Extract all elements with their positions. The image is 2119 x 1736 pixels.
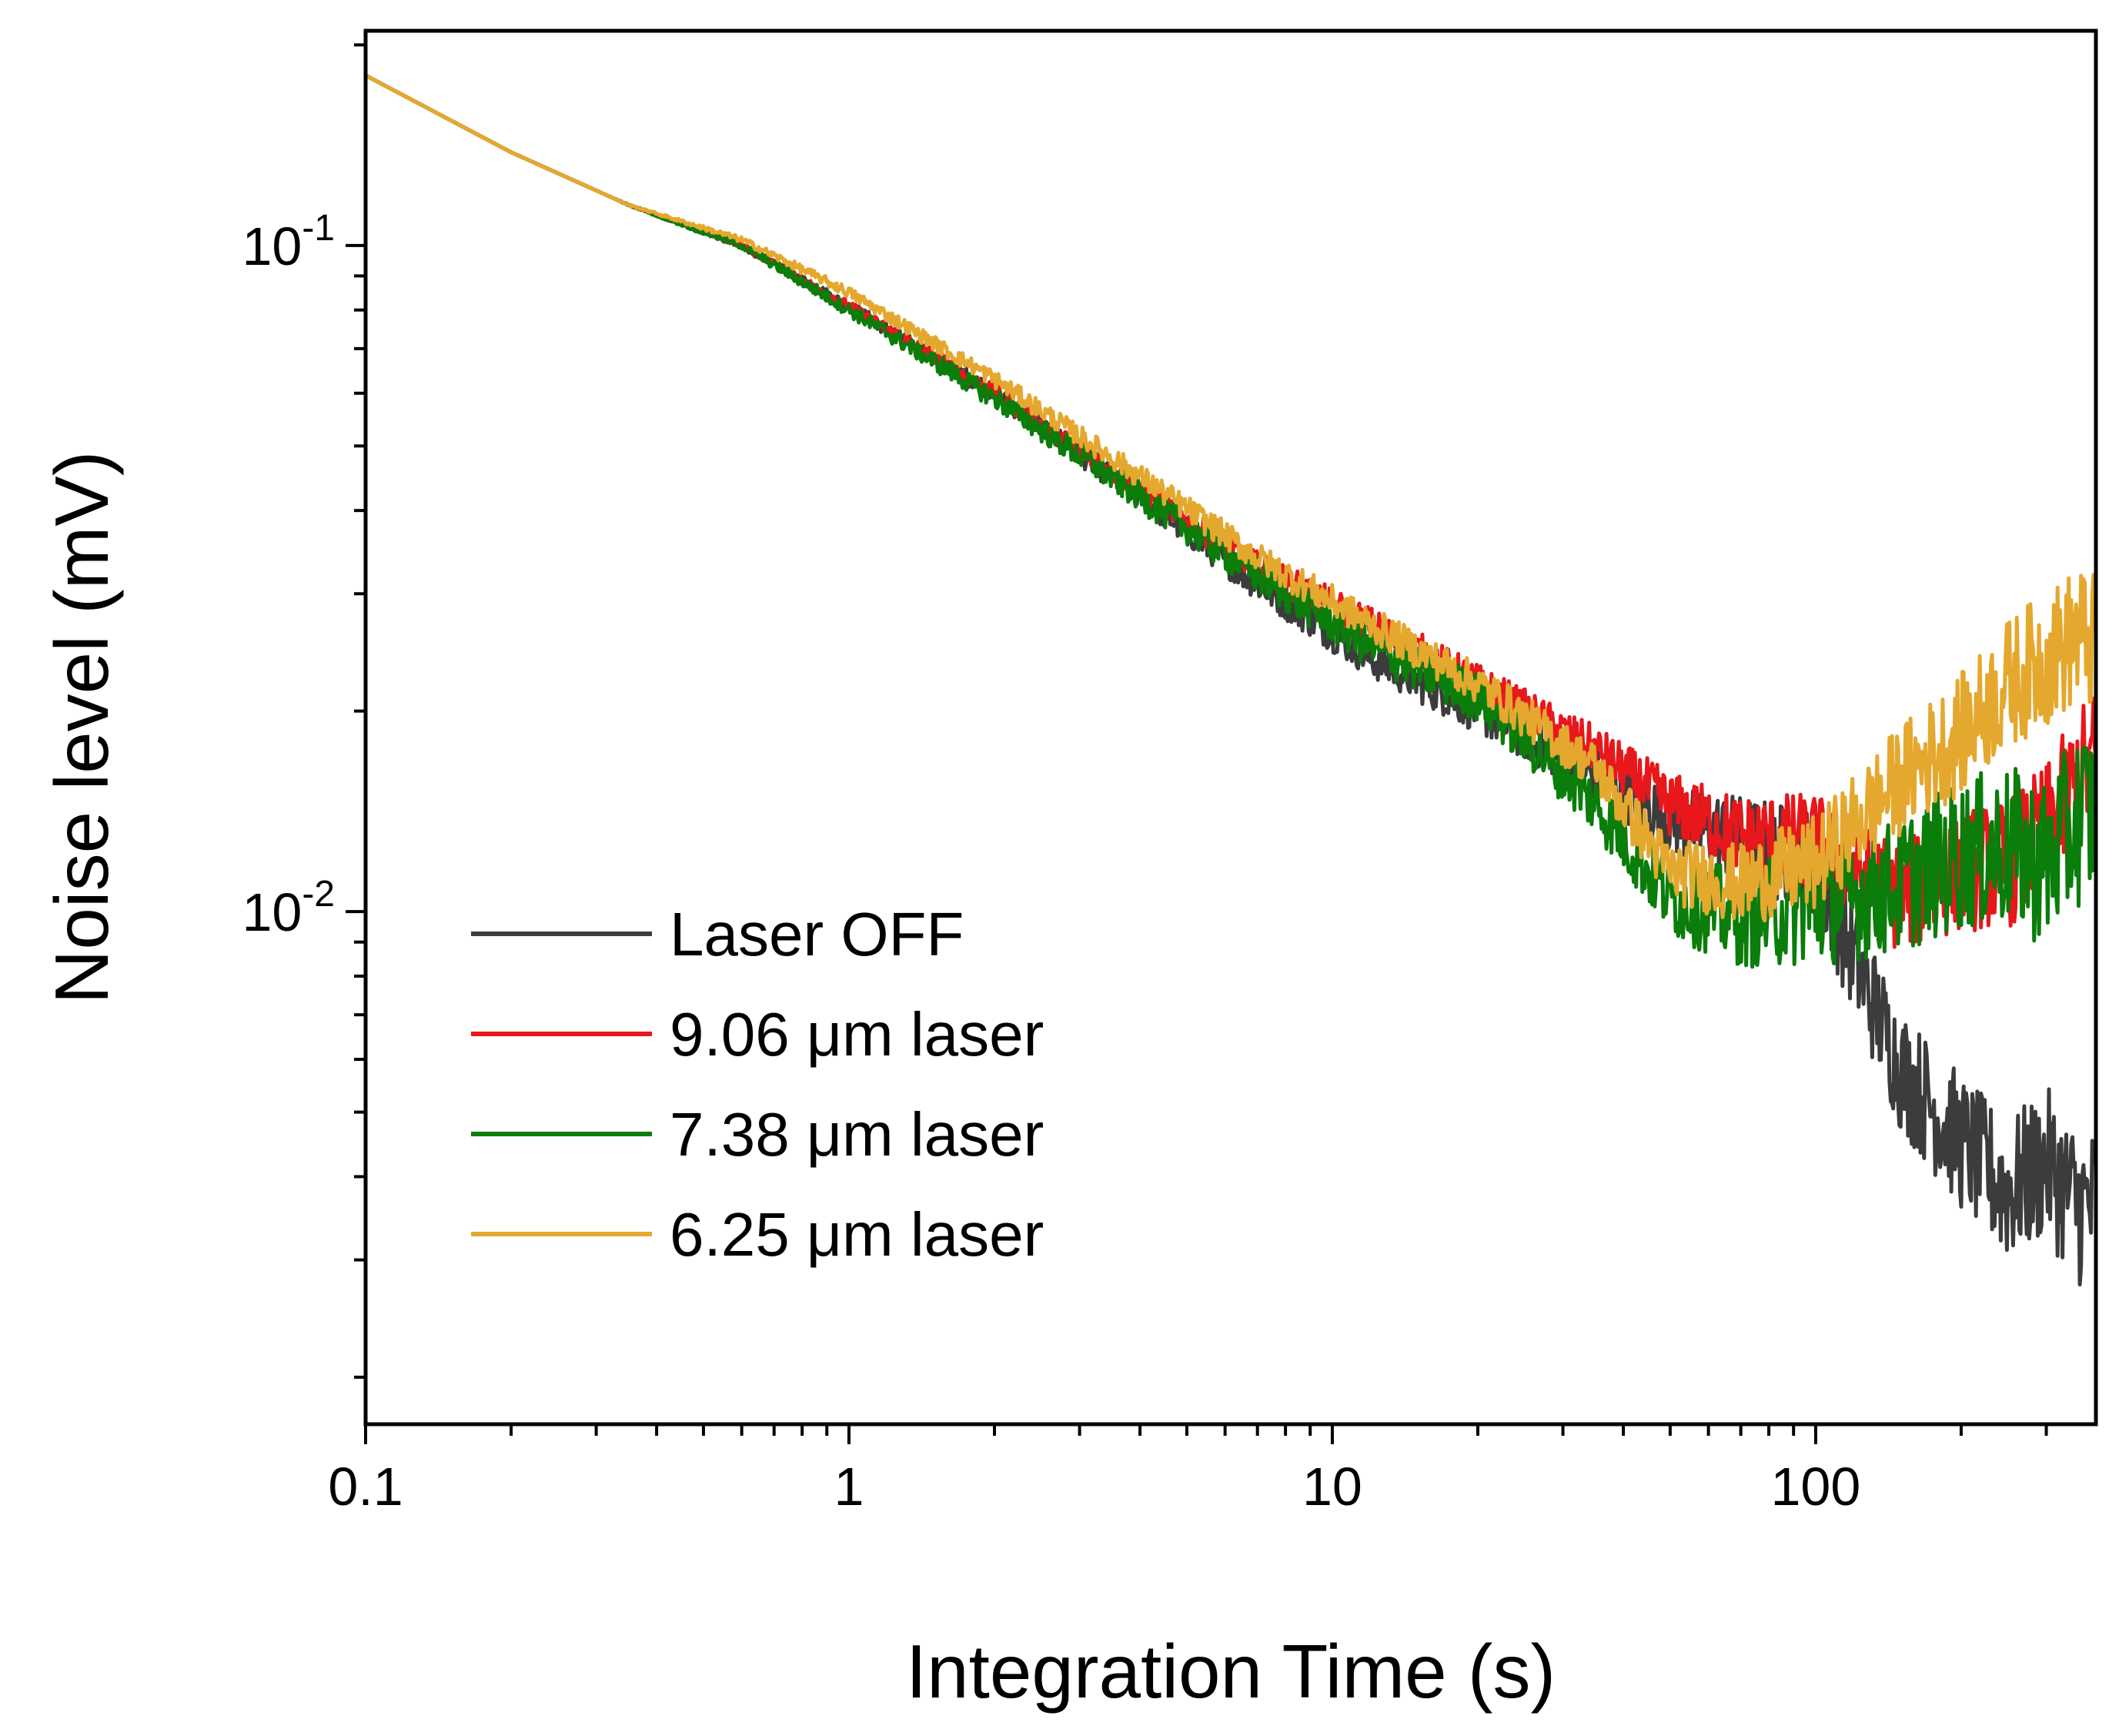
x-tick-label: 100 — [1771, 1457, 1861, 1517]
y-tick-label: 10-2 — [242, 874, 335, 942]
ticks-layer: 0.1 1 10 100 10-1 10-2 — [242, 43, 2048, 1517]
legend: Laser OFF 9.06 μm laser 7.38 μm laser 6.25 … — [471, 900, 1044, 1269]
legend-label-2: 7.38 μm laser — [670, 1100, 1044, 1169]
legend-label-3: 6.25 μm laser — [670, 1200, 1044, 1269]
y-tick-label: 10-1 — [242, 208, 335, 276]
x-axis-title: Integration Time (s) — [906, 1629, 1556, 1714]
plot-frame — [363, 28, 2098, 1427]
x-tick-label: 0.1 — [328, 1457, 403, 1517]
series-line-0 — [364, 73, 2097, 1287]
y-axis-title: Noise level (mV) — [39, 451, 124, 1005]
series-layer — [364, 73, 2098, 1287]
legend-label-0: Laser OFF — [670, 900, 964, 968]
x-tick-label: 10 — [1302, 1457, 1362, 1517]
x-tick-label: 1 — [834, 1457, 864, 1517]
series-line-3 — [364, 73, 2098, 923]
legend-label-1: 9.06 μm laser — [670, 1000, 1044, 1069]
